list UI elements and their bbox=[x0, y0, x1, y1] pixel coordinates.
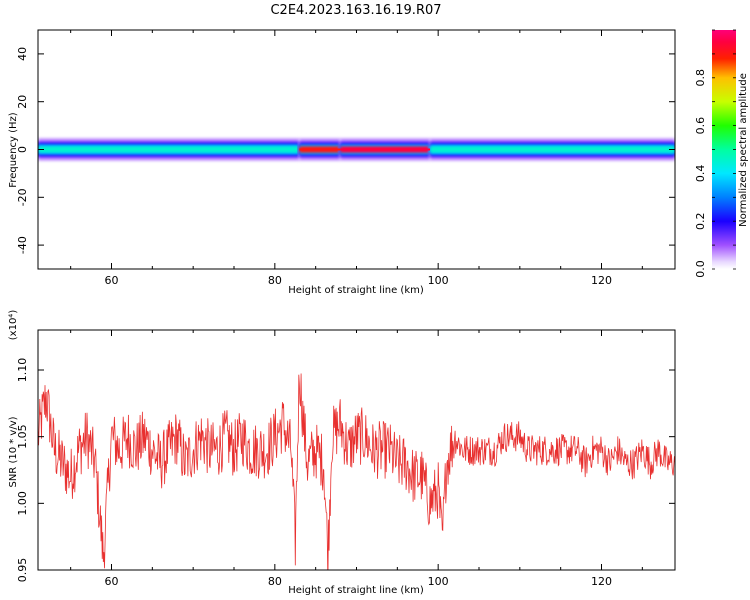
colorbar-tick-label: 0.4 bbox=[694, 165, 707, 183]
spectrogram-y-tick-label: 0 bbox=[16, 146, 29, 153]
spectral-band-segment bbox=[38, 146, 300, 153]
colorbar-tick-label: 0.8 bbox=[694, 69, 707, 87]
spectrogram-y-tick-label: 40 bbox=[16, 47, 29, 61]
colorbar-tick-label: 0.2 bbox=[694, 212, 707, 230]
snr-y-tick-label: 1.10 bbox=[16, 358, 29, 383]
snr-x-ticks: 60 80 100 120 bbox=[70, 330, 643, 588]
snr-y-tick-label: 1.00 bbox=[16, 491, 29, 516]
spectrogram-x-tick-label: 100 bbox=[428, 274, 449, 287]
spectral-band bbox=[38, 138, 675, 161]
snr-y-tick-label: 0.95 bbox=[16, 558, 29, 583]
spectrogram-x-ticks: 60 80 100 120 bbox=[70, 30, 643, 287]
snr-panel: 60 80 100 120 0.95 1.00 1.05 1.10 Height of st… bbox=[8, 310, 676, 596]
snr-series-line bbox=[38, 373, 675, 570]
spectrogram-x-tick-label: 80 bbox=[268, 274, 282, 287]
snr-y-ticks: 0.95 1.00 1.05 1.10 bbox=[16, 358, 675, 583]
snr-y-tick-label: 1.05 bbox=[16, 424, 29, 449]
spectrogram-y-tick-label: -40 bbox=[16, 236, 29, 254]
spectrogram-x-axis-label: Height of straight line (km) bbox=[288, 285, 424, 296]
colorbar-ticks: 0.0 0.2 0.4 0.6 0.8 bbox=[694, 29, 736, 278]
snr-x-tick-label: 100 bbox=[428, 575, 449, 588]
spectrogram-y-tick-label: 20 bbox=[16, 95, 29, 109]
spectrogram-x-tick-label: 120 bbox=[591, 274, 612, 287]
spectrogram-panel: 60 80 100 120 -40 -20 0 20 40 Height of straigh… bbox=[8, 29, 676, 296]
figure-title: C2E4.2023.163.16.19.R07 bbox=[270, 3, 441, 18]
colorbar-label: Normalized spectral amplitude bbox=[738, 73, 749, 227]
spectral-band-segment bbox=[430, 146, 675, 153]
colorbar-gradient bbox=[712, 30, 736, 269]
snr-exponent-label: (x10⁴) bbox=[8, 310, 19, 341]
snr-x-axis-label: Height of straight line (km) bbox=[288, 585, 424, 596]
spectrogram-x-tick-label: 60 bbox=[105, 274, 119, 287]
colorbar-tick-label: 0.6 bbox=[694, 117, 707, 135]
colorbar: 0.0 0.2 0.4 0.6 0.8 Normalized spectral ampl… bbox=[694, 29, 749, 278]
spectrogram-y-tick-label: -20 bbox=[16, 188, 29, 206]
snr-x-tick-label: 120 bbox=[591, 575, 612, 588]
spectrogram-y-ticks: -40 -20 0 20 40 bbox=[16, 47, 675, 254]
snr-y-axis-label: SNR (10 * v/v) bbox=[8, 416, 19, 487]
spectrogram-y-axis-label: Frequency (Hz) bbox=[8, 112, 19, 188]
snr-x-tick-label: 80 bbox=[268, 575, 282, 588]
colorbar-tick-label: 0.0 bbox=[694, 260, 707, 278]
snr-x-tick-label: 60 bbox=[105, 575, 119, 588]
